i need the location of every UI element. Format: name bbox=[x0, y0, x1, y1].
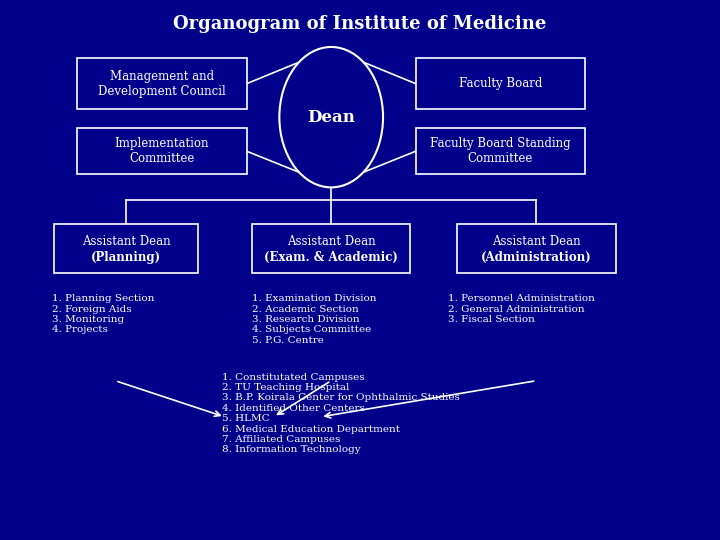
Text: Dean: Dean bbox=[307, 109, 355, 126]
Text: Assistant Dean: Assistant Dean bbox=[81, 234, 171, 248]
Text: (Exam. & Academic): (Exam. & Academic) bbox=[264, 251, 398, 264]
FancyBboxPatch shape bbox=[78, 128, 246, 174]
Text: Management and
Development Council: Management and Development Council bbox=[98, 70, 226, 98]
Text: 1. Planning Section
2. Foreign Aids
3. Monitoring
4. Projects: 1. Planning Section 2. Foreign Aids 3. M… bbox=[52, 294, 154, 334]
Text: Organogram of Institute of Medicine: Organogram of Institute of Medicine bbox=[174, 15, 546, 33]
Text: 1. Examination Division
2. Academic Section
3. Research Division
4. Subjects Com: 1. Examination Division 2. Academic Sect… bbox=[252, 294, 377, 345]
Text: Implementation
Committee: Implementation Committee bbox=[114, 137, 210, 165]
FancyBboxPatch shape bbox=[416, 58, 585, 109]
Ellipse shape bbox=[279, 47, 383, 187]
Text: Assistant Dean: Assistant Dean bbox=[287, 234, 376, 248]
Text: 1. Constitutated Campuses
2. TU Teaching Hospital
3. B.P. Koirala Center for Oph: 1. Constitutated Campuses 2. TU Teaching… bbox=[222, 373, 459, 454]
Text: 1. Personnel Administration
2. General Administration
3. Fiscal Section: 1. Personnel Administration 2. General A… bbox=[448, 294, 595, 324]
FancyBboxPatch shape bbox=[252, 224, 410, 273]
FancyBboxPatch shape bbox=[78, 58, 246, 109]
FancyBboxPatch shape bbox=[457, 224, 616, 273]
Text: (Administration): (Administration) bbox=[481, 251, 592, 264]
Text: Faculty Board Standing
Committee: Faculty Board Standing Committee bbox=[430, 137, 571, 165]
Text: Assistant Dean: Assistant Dean bbox=[492, 234, 581, 248]
Text: (Planning): (Planning) bbox=[91, 251, 161, 264]
FancyBboxPatch shape bbox=[54, 224, 198, 273]
FancyBboxPatch shape bbox=[416, 128, 585, 174]
Text: Faculty Board: Faculty Board bbox=[459, 77, 542, 90]
